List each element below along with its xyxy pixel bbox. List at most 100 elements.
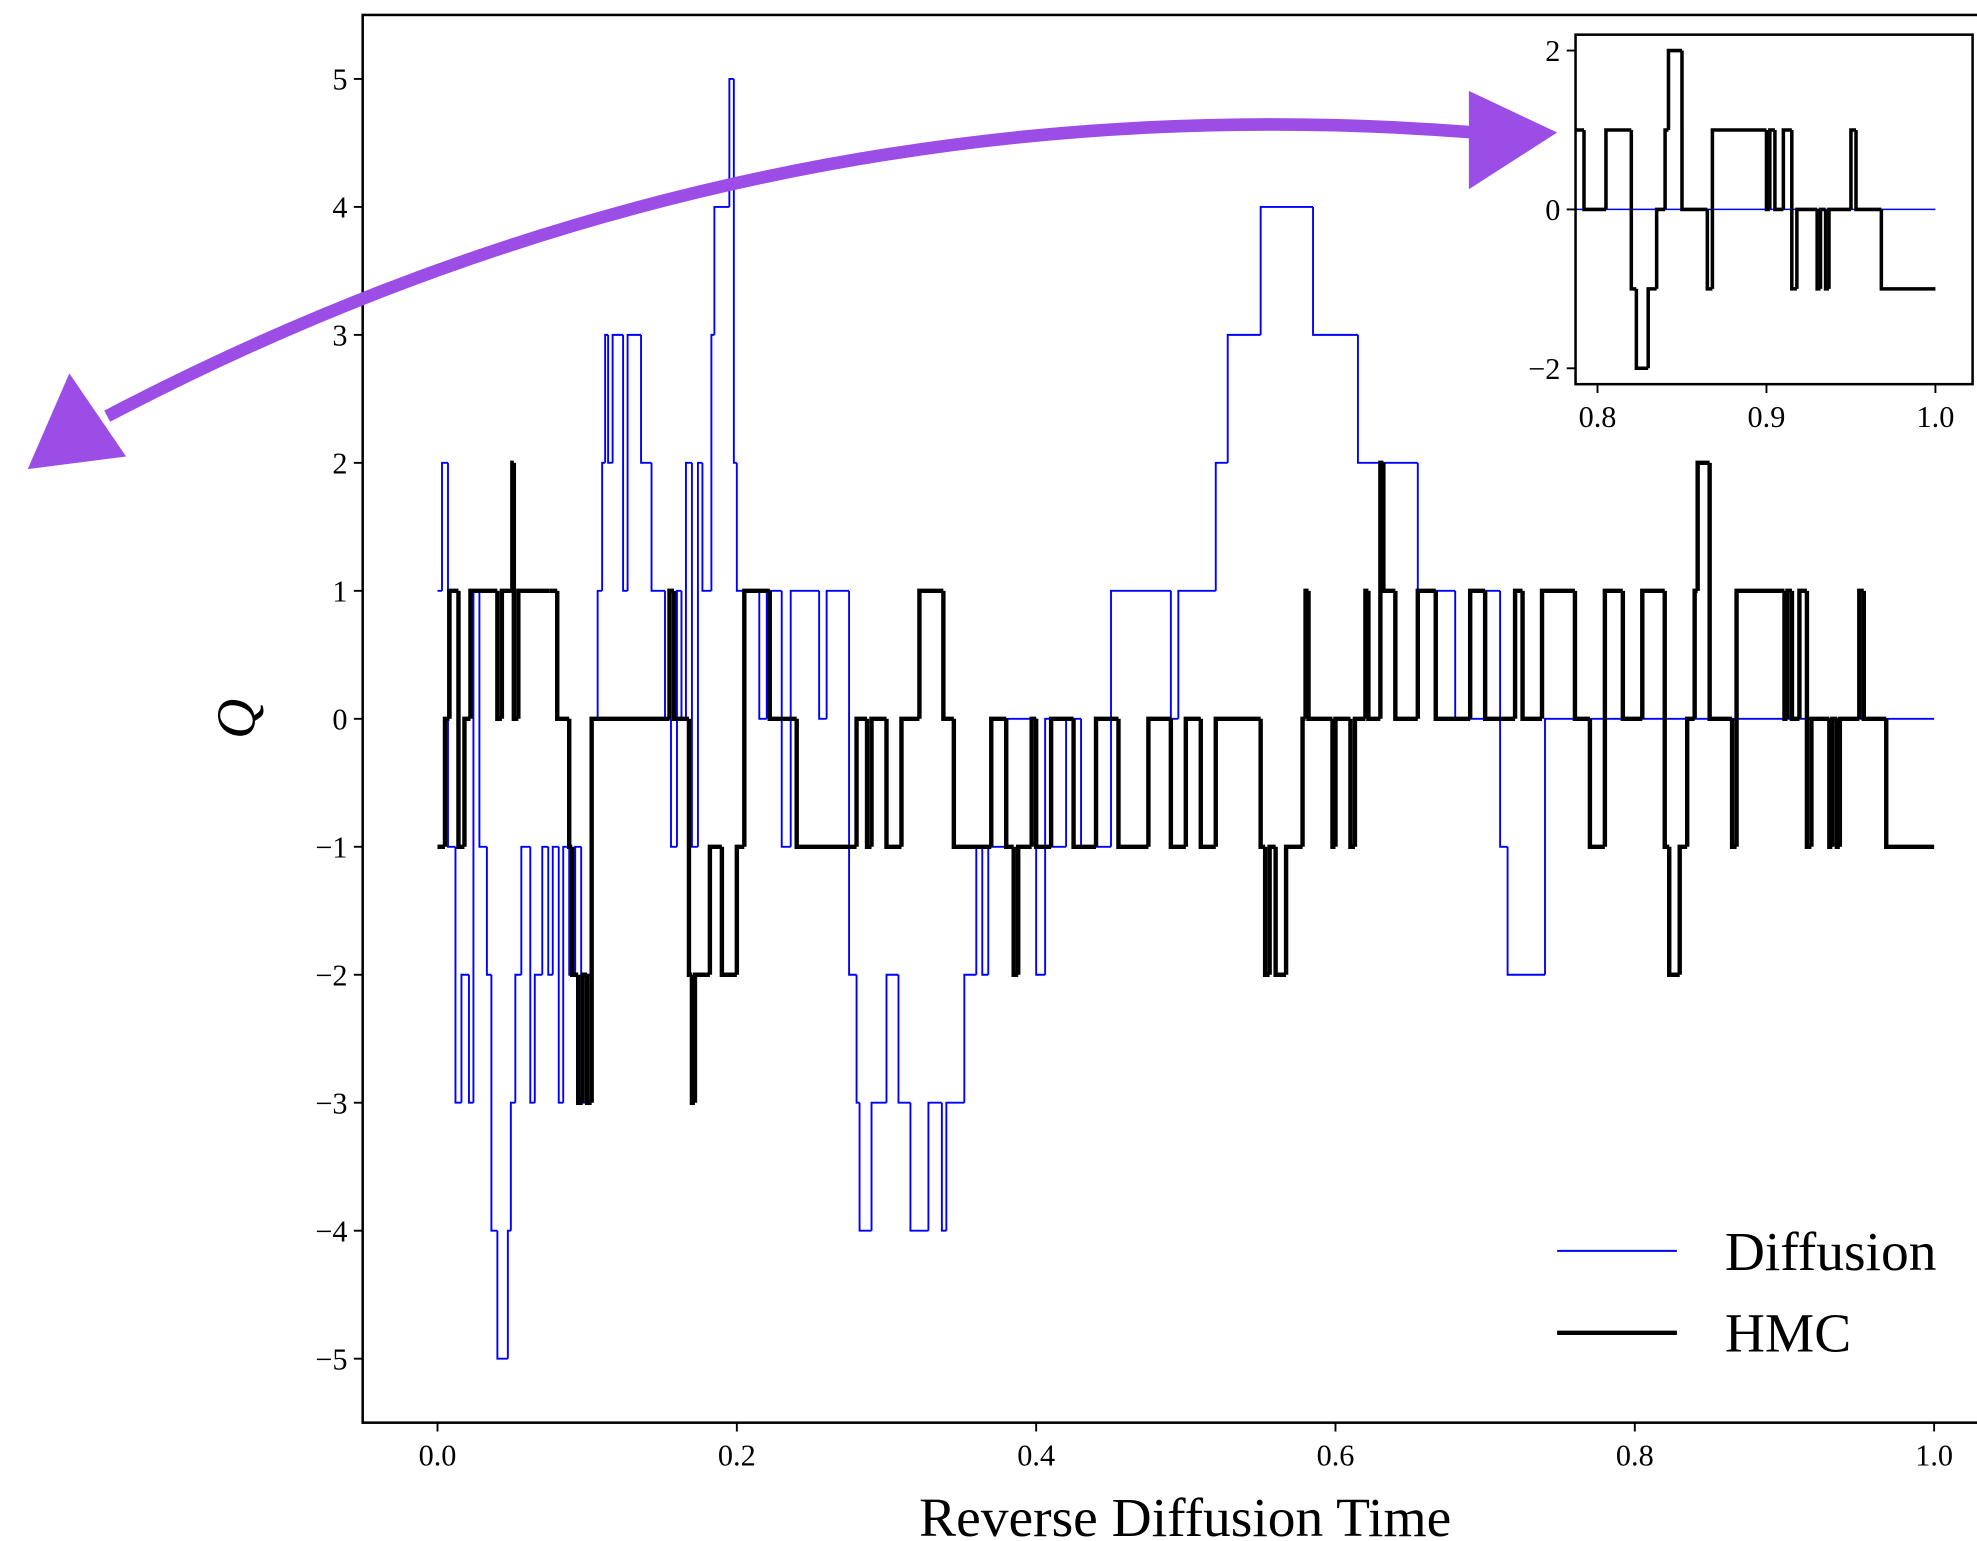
step-segment [1381,462,1396,594]
y-tick-label: −1 [315,830,347,864]
step-segment [1620,590,1643,722]
step-segment [899,716,920,847]
step-segment [1710,128,1767,289]
y-tick-label: 2 [332,446,347,480]
inset-plot: −2 0 2 0.8 0.9 1.0 [251,33,1974,606]
step-segment [281,368,286,447]
step-segment [1004,718,1014,849]
step-segment [514,973,522,1103]
step-segment [885,973,899,1103]
step-segment [1177,589,1216,719]
step-segment [1705,209,1713,291]
step-segment [516,588,550,719]
step-segment [758,590,767,720]
step-segment [1734,588,1785,847]
step-segment [818,590,827,720]
step-segment [780,590,791,848]
step-segment [1482,590,1516,722]
step-segment [701,462,712,592]
step-segment [541,845,549,975]
step-segment [1861,590,1887,722]
y-axis-label: Q [206,699,267,739]
x-tick-label: 0.0 [419,1439,457,1473]
step-segment [690,462,698,848]
step-segment [551,845,559,975]
step-segment [696,461,703,847]
step-segment [825,589,850,719]
step-segment [1214,461,1228,591]
step-segment [1768,128,1775,210]
y-tick-label: −2 [1528,352,1560,386]
step-segment [794,718,857,849]
step-segment [1587,718,1605,849]
step-segment [485,846,492,976]
step-segment [1467,588,1486,719]
step-segment [574,845,582,975]
step-segment [1575,208,1936,211]
step-segment [1797,588,1807,719]
step-segment [557,846,564,1104]
step-segment [490,974,498,1232]
arrow-head [27,373,127,470]
step-segment [454,846,462,1104]
step-segment [1303,588,1309,719]
step-segment [941,590,954,722]
step-segment [1634,288,1649,371]
step-segment [1604,128,1632,210]
step-segment [732,78,737,464]
step-segment [1654,207,1666,289]
step-segment [259,130,269,209]
step-segment [897,974,911,1104]
x-tick-label: 0.6 [1317,1439,1355,1473]
series-line [251,51,1936,606]
step-segment [1363,588,1369,719]
step-segment [728,77,734,207]
y-tick-label: 3 [332,318,347,352]
step-segment [468,588,498,719]
step-segment [692,972,707,1103]
step-segment [555,590,570,722]
step-segment [869,716,887,847]
step-segment [1849,128,1857,210]
step-segment [1356,334,1418,464]
step-segment [307,368,314,527]
step-segment [713,205,730,335]
step-segment [1795,207,1818,289]
y-tick-label: −3 [315,1086,347,1120]
legend-label: Diffusion [1725,1221,1937,1282]
step-segment [963,973,977,1103]
step-segment [258,51,266,289]
step-segment [1146,716,1171,847]
step-segment [251,51,258,130]
step-segment [313,527,325,606]
step-segment [1506,846,1546,976]
step-segment [1499,590,1508,848]
step-segment [1226,333,1261,463]
step-segment [989,716,1007,847]
step-segment [1093,716,1119,847]
step-segment [1415,588,1436,719]
step-segment [325,527,328,606]
step-segment [611,333,624,463]
step-segment [626,333,642,591]
step-segment [286,130,293,448]
step-segment [467,974,474,1104]
x-tick-label: 0.9 [1748,400,1786,434]
step-segment [884,718,902,849]
step-segment [351,289,356,448]
step-segment [1544,717,1935,975]
step-segment [460,973,469,1103]
step-segment [1781,128,1792,210]
y-tick-label: −4 [315,1214,347,1248]
step-segment [441,461,448,591]
step-segment [1575,128,1584,132]
step-segment [1168,718,1186,849]
step-segment [1213,716,1261,847]
step-segment [719,846,737,977]
y-tick-label: −5 [315,1342,347,1376]
step-segment [319,130,331,209]
step-segment [1333,716,1351,847]
step-segment [685,461,692,719]
y-tick-label: 0 [332,702,347,736]
step-segment [1048,716,1074,847]
